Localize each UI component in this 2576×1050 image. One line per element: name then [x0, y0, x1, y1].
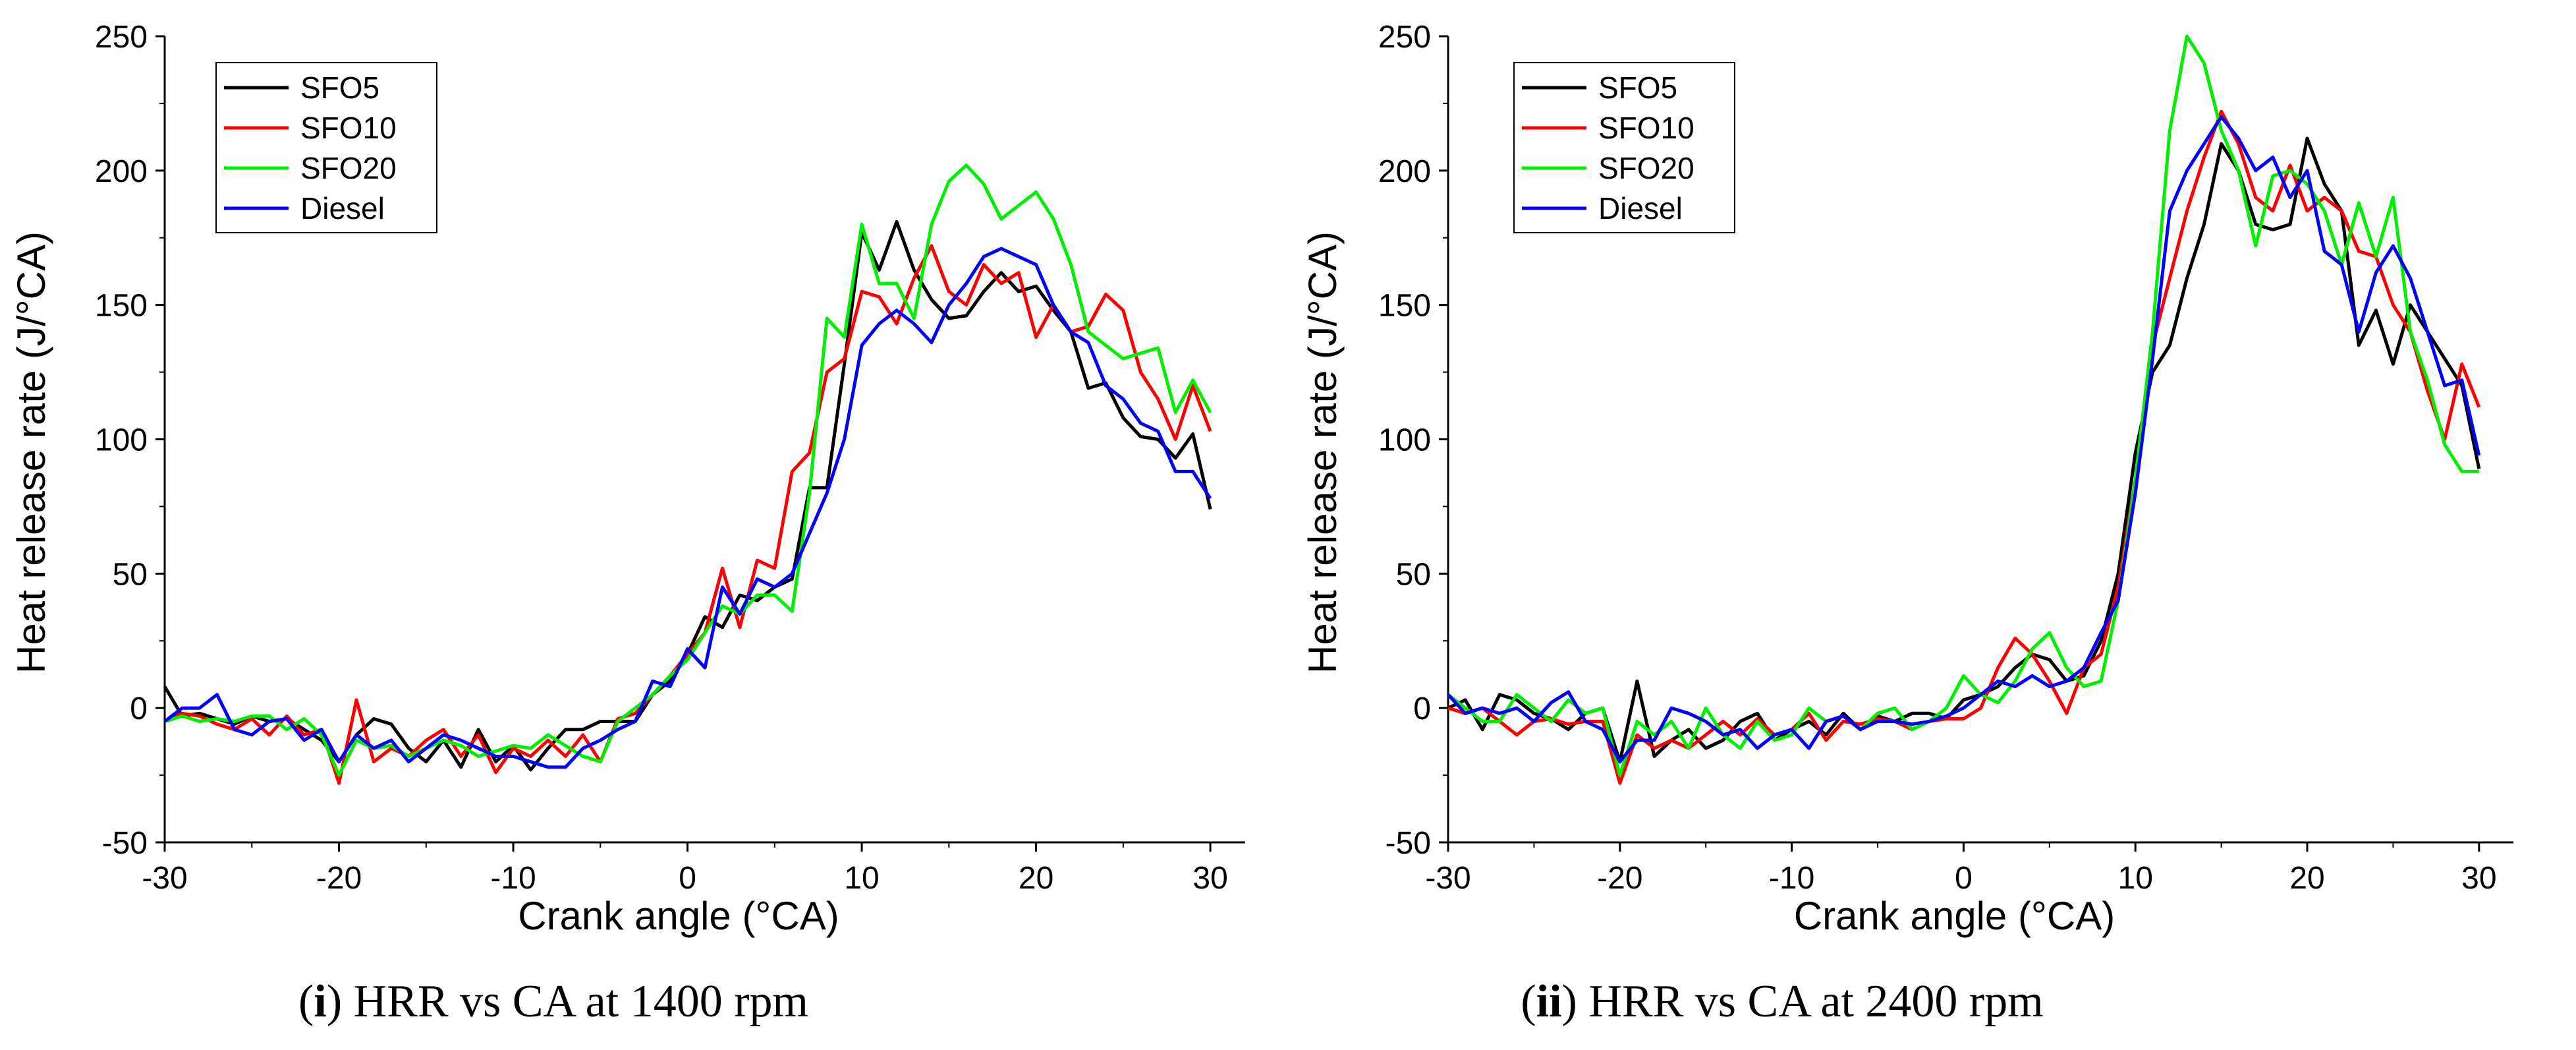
- chart-1-x-tick-label-6: 30: [2461, 861, 2496, 896]
- chart-1-legend-label-sfo10: SFO10: [1598, 111, 1694, 145]
- chart-1-y-tick-label-6: 250: [1378, 20, 1431, 55]
- chart-0-y-tick-label-2: 50: [113, 557, 148, 592]
- chart-0-x-tick-label-3: 0: [679, 861, 696, 896]
- caption-2400rpm-label: ii: [1536, 976, 1562, 1027]
- chart-1-y-tick-label-5: 200: [1378, 154, 1431, 189]
- chart-0-legend-label-sfo20: SFO20: [300, 151, 397, 185]
- chart-1-y-tick-label-1: 0: [1413, 691, 1431, 726]
- chart-1-x-tick-label-1: -20: [1597, 861, 1642, 896]
- chart-1-series-line-diesel: [1447, 115, 2481, 764]
- chart-0-legend-label-sfo5: SFO5: [300, 71, 379, 105]
- caption-2400rpm-text: ) HRR vs CA at 2400 rpm: [1562, 976, 2044, 1027]
- chart-0-y-tick-label-5: 200: [95, 154, 148, 189]
- chart-0-y-tick-label-1: 0: [130, 691, 148, 726]
- caption-2400rpm: (ii) HRR vs CA at 2400 rpm: [1521, 976, 2043, 1027]
- caption-1400rpm-label: i: [314, 976, 326, 1027]
- chart-1-series-line-sfo10: [1447, 109, 2481, 785]
- chart-0-series-line-sfo20: [164, 163, 1212, 777]
- chart-1-y-tick-label-4: 150: [1378, 289, 1431, 324]
- chart-hrr-1400rpm: -50 0 50 100 150 200 250 -30 -20 -10 0 10 20 30 Crank …: [9, 20, 1245, 938]
- chart-1-x-tick-label-2: -10: [1769, 861, 1814, 896]
- chart-0-y-tick-label-3: 100: [95, 423, 148, 458]
- chart-1-x-tick-label-0: -30: [1425, 861, 1470, 896]
- chart-1-y-tick-label-0: -50: [1386, 826, 1431, 861]
- chart-0-series-line-diesel: [163, 247, 1212, 769]
- chart-1-legend-box: [1513, 62, 1735, 233]
- chart-0-legend-label-diesel: Diesel: [300, 191, 385, 225]
- chart-1-y-axis-title: Heat release rate (J/°CA): [1301, 231, 1345, 674]
- chart-0-series-line-sfo10: [163, 244, 1212, 785]
- chart-1-legend-label-diesel: Diesel: [1598, 191, 1683, 225]
- chart-0-y-tick-label-4: 150: [95, 289, 148, 324]
- chart-0-y-axis-title: Heat release rate (J/°CA): [9, 231, 53, 674]
- chart-1-series-line-sfo20: [1447, 34, 2479, 777]
- chart-0-x-tick-label-2: -10: [490, 861, 536, 896]
- chart-1-y-tick-label-3: 100: [1378, 423, 1431, 458]
- chart-1-legend-label-sfo5: SFO5: [1598, 71, 1677, 105]
- chart-0-x-tick-label-1: -20: [316, 861, 362, 896]
- chart-1-y-tick-label-2: 50: [1396, 557, 1431, 592]
- chart-0-x-axis-title: Crank angle (°CA): [518, 894, 839, 938]
- chart-0-y-tick-label-6: 250: [95, 20, 148, 55]
- caption-1400rpm-text: ) HRR vs CA at 1400 rpm: [327, 976, 808, 1027]
- chart-0-legend-label-sfo10: SFO10: [300, 111, 397, 145]
- chart-1-x-tick-label-3: 0: [1955, 861, 1973, 896]
- chart-1-x-axis-title: Crank angle (°CA): [1794, 894, 2115, 938]
- chart-1-x-tick-label-4: 10: [2118, 861, 2153, 896]
- caption-1400rpm: (i) HRR vs CA at 1400 rpm: [298, 976, 808, 1027]
- chart-0-y-tick-label-0: -50: [102, 826, 148, 861]
- chart-0-x-tick-label-6: 30: [1192, 861, 1227, 896]
- chart-1-legend-label-sfo20: SFO20: [1598, 151, 1694, 185]
- chart-hrr-2400rpm: -50 0 50 100 150 200 250 -30 -20 -10 0 10 20 30 Crank …: [1301, 20, 2513, 938]
- chart-0-legend-box: [215, 62, 437, 233]
- chart-1-x-tick-label-5: 20: [2289, 861, 2324, 896]
- chart-0-x-tick-label-4: 10: [844, 861, 879, 896]
- chart-0-x-tick-label-5: 20: [1019, 861, 1053, 896]
- chart-0-x-tick-label-0: -30: [142, 861, 187, 896]
